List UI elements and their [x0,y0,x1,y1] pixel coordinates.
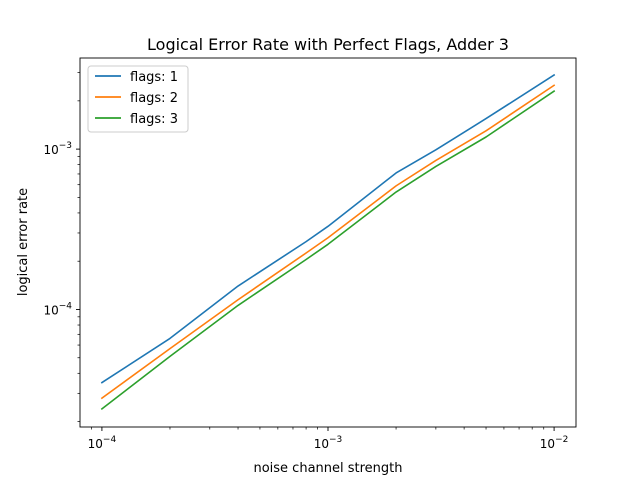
x-tick-label: 10−2 [540,435,569,451]
plot-area [100,73,556,410]
legend-label-1: flags: 1 [130,70,178,85]
legend-label-2: flags: 2 [130,91,178,106]
series-line-3 [100,89,556,410]
series-line-2 [100,84,556,400]
x-axis-label: noise channel strength [253,461,402,476]
legend: flags: 1 flags: 2 flags: 3 [87,65,189,133]
ticks: 10−4 10−3 10−2 10−4 10−3 [43,72,569,451]
chart-title: Logical Error Rate with Perfect Flags, A… [147,35,509,54]
x-tick-label: 10−3 [314,435,343,451]
legend-box [87,65,189,133]
legend-label-3: flags: 3 [130,112,178,127]
y-tick-label: 10−3 [43,141,72,157]
y-axis-label: logical error rate [16,188,31,296]
y-tick-label: 10−4 [43,301,72,317]
x-tick-label: 10−4 [88,435,117,451]
series-line-1 [100,73,556,384]
